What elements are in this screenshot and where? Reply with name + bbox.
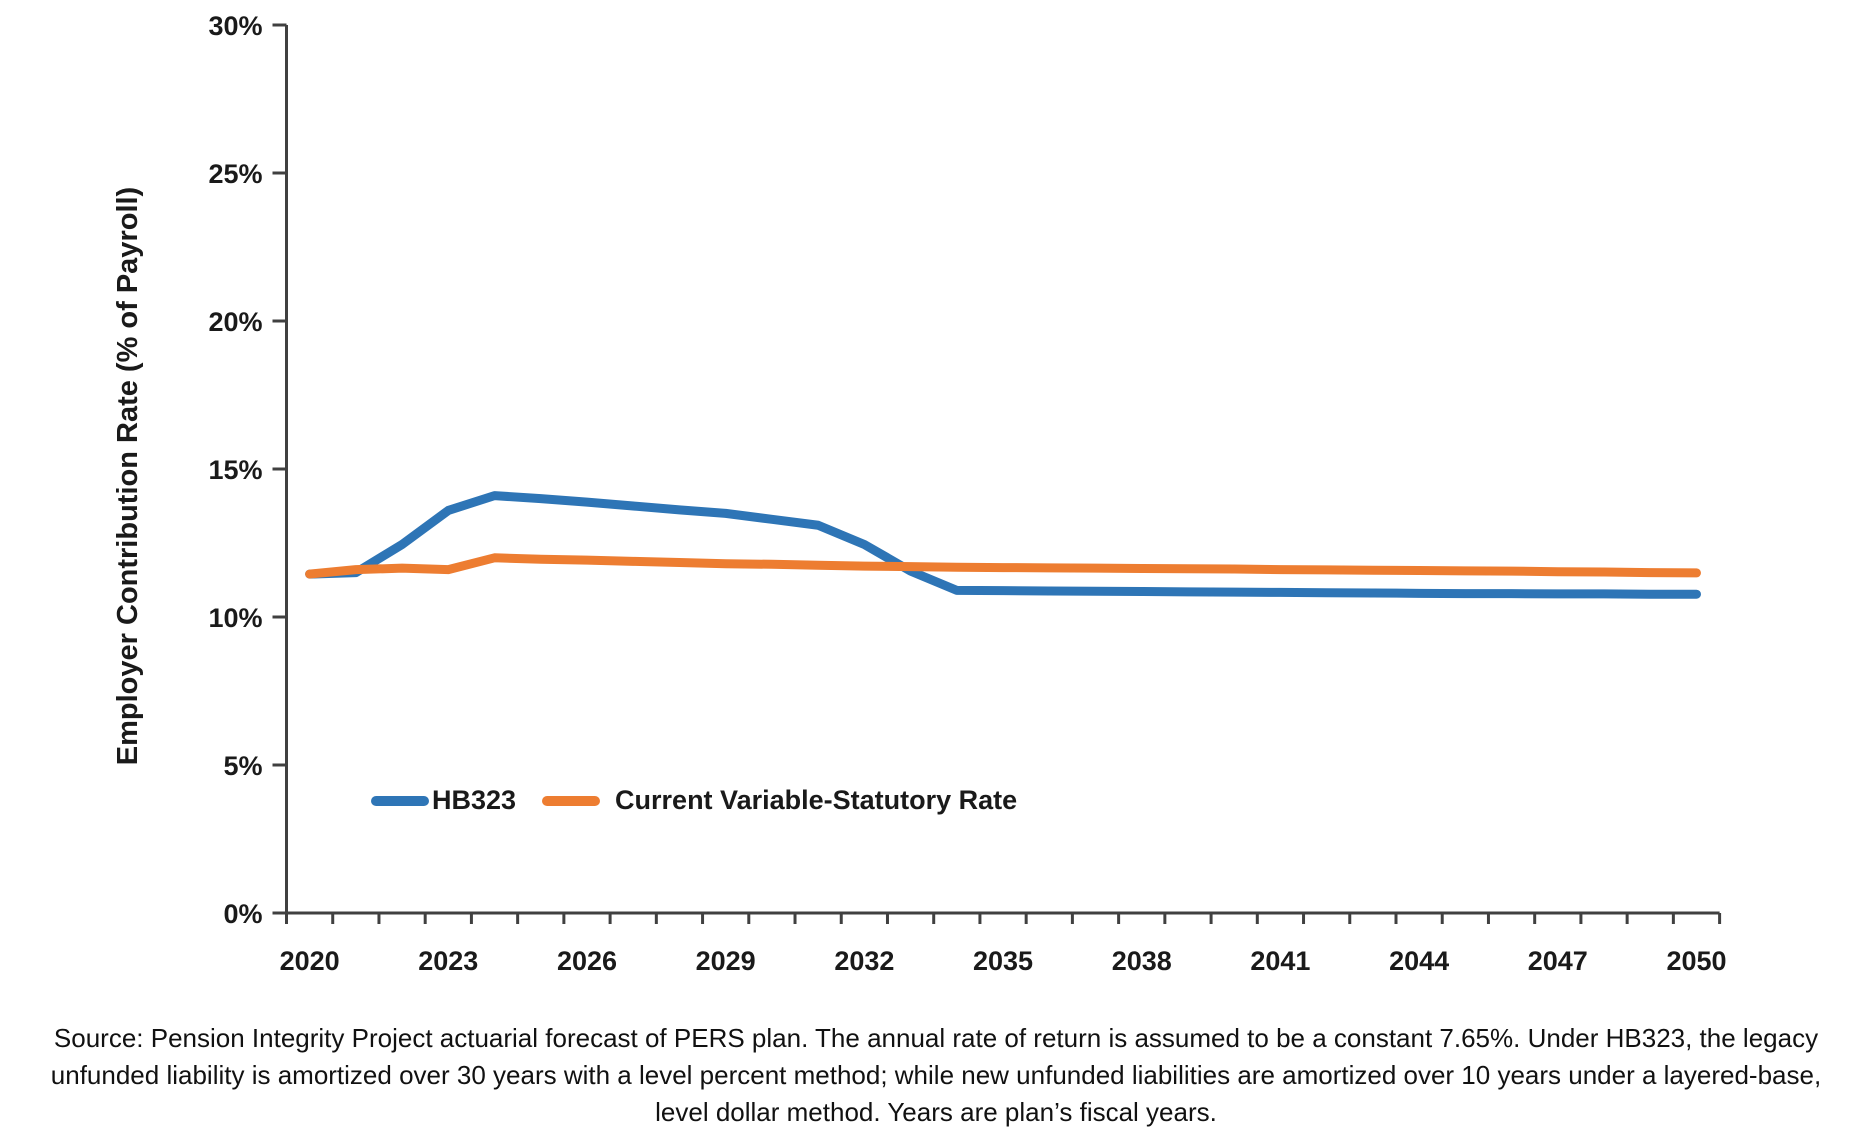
series-line-hb323 (305, 491, 1701, 599)
x-tick-label: 2023 (418, 946, 478, 976)
legend-swatch-current-rate (542, 795, 601, 806)
x-tick-label: 2035 (973, 946, 1033, 976)
legend-swatch-hb323 (371, 795, 429, 806)
y-tick-label: 10% (208, 603, 262, 633)
y-tick-label: 15% (208, 455, 262, 485)
x-tick-label: 2041 (1250, 946, 1310, 976)
legend-label-hb323: HB323 (432, 785, 517, 815)
y-tick-label: 20% (208, 307, 262, 337)
source-note-line: Source: Pension Integrity Project actuar… (53, 1023, 1819, 1053)
chart-legend: HB323 Current Variable-Statutory Rate (371, 785, 1017, 816)
series-line-current-rate (305, 553, 1701, 579)
source-note: Source: Pension Integrity Project actuar… (0, 1020, 1872, 1131)
source-note-line: unfunded liability is amortized over 30 … (50, 1060, 1822, 1090)
x-tick-label: 2029 (696, 946, 756, 976)
x-tick-label: 2026 (557, 946, 617, 976)
y-tick-label: 25% (208, 159, 262, 189)
y-tick-label: 30% (208, 11, 262, 41)
y-axis-title: Employer Contribution Rate (% of Payroll… (112, 186, 144, 766)
contribution-rate-chart: 0% 5% 10% 15% 20% 25% 30% 2020 2023 2026 2029 2032 2… (112, 11, 1727, 976)
x-tick-label: 2044 (1389, 946, 1449, 976)
x-tick-label: 2050 (1666, 946, 1726, 976)
y-tick-label: 0% (223, 899, 262, 929)
x-tick-label: 2038 (1112, 946, 1172, 976)
x-tick-label: 2020 (280, 946, 340, 976)
x-tick-label: 2032 (834, 946, 894, 976)
y-tick-label: 5% (223, 751, 262, 781)
chart-svg: 0% 5% 10% 15% 20% 25% 30% 2020 2023 2026 2029 2032 2… (208, 11, 1726, 976)
legend-label-current-rate: Current Variable-Statutory Rate (615, 785, 1018, 815)
x-tick-label: 2047 (1528, 946, 1588, 976)
